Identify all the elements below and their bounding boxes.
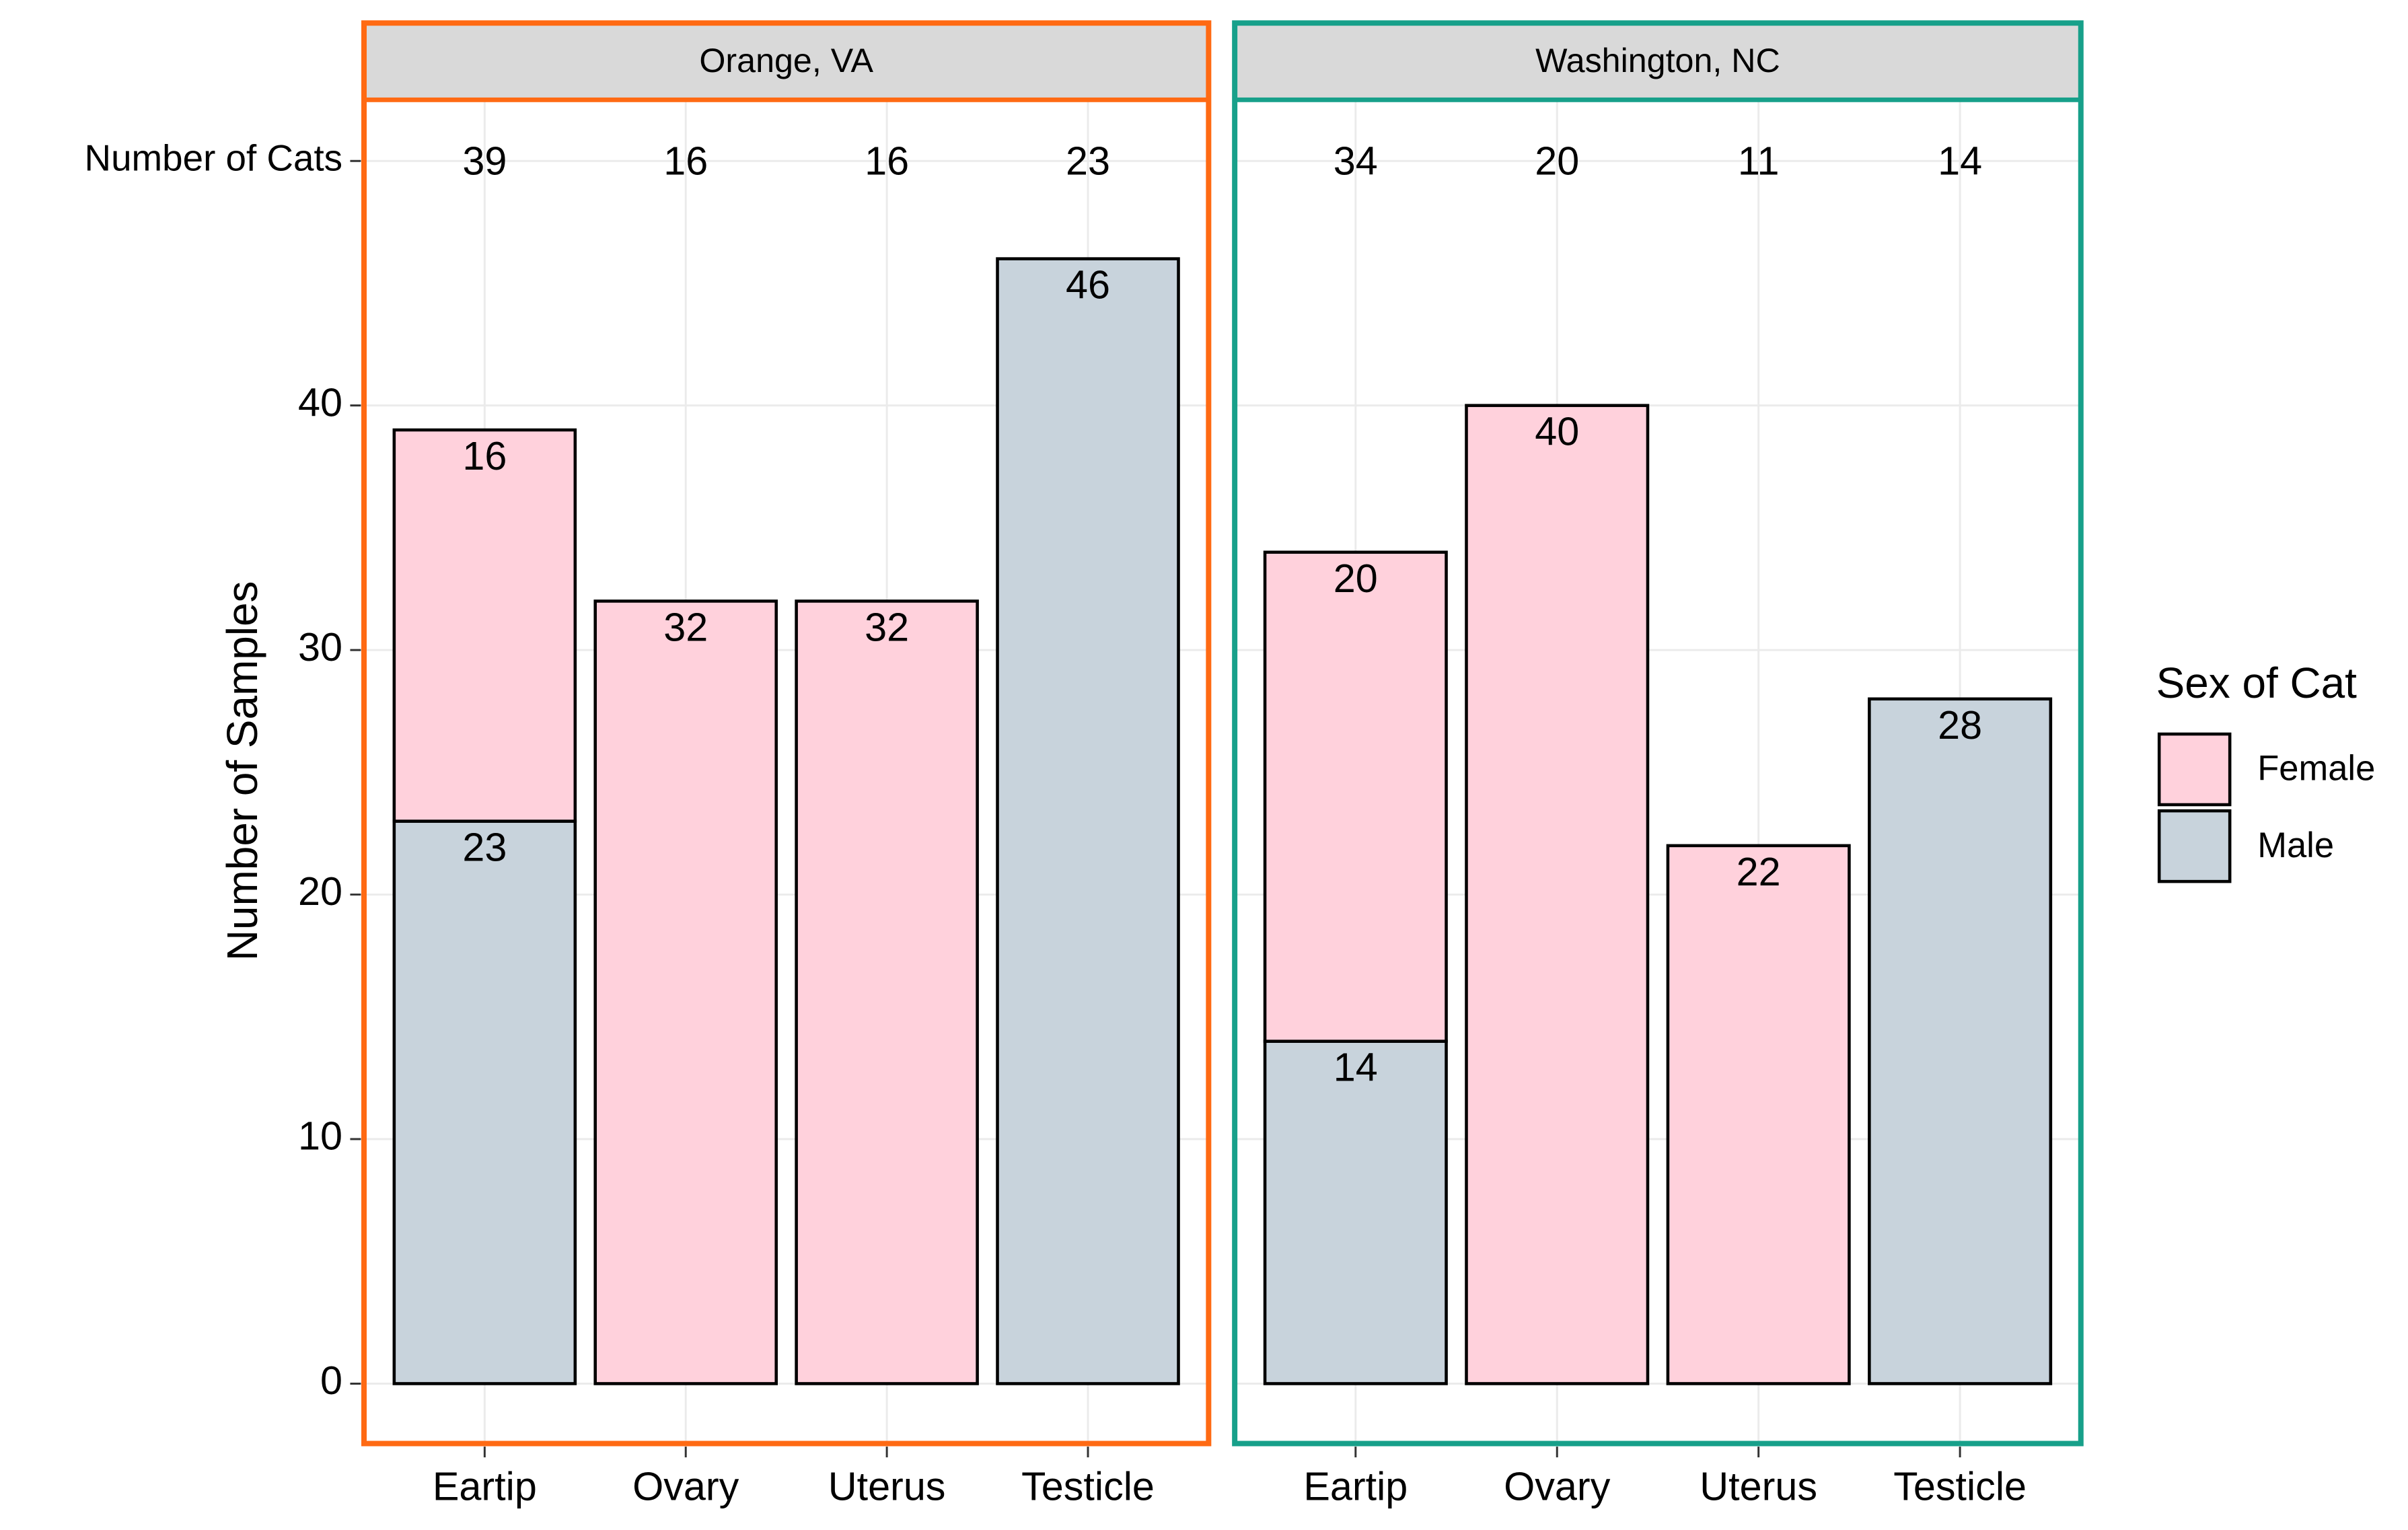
bar-segment	[1465, 404, 1650, 1385]
value-label: 32	[865, 604, 909, 649]
y-axis-label: Number of Samples	[218, 581, 266, 961]
value-label: 23	[462, 825, 507, 870]
bar-segment	[392, 428, 577, 823]
value-label: 46	[1066, 262, 1110, 307]
facet-frame	[1232, 20, 2084, 1447]
y-tick-label: 20	[298, 869, 342, 914]
bar-segment	[1263, 1040, 1448, 1385]
x-tick-label: Testicle	[1021, 1464, 1155, 1509]
facet-label: Washington, NC	[1535, 42, 1780, 79]
value-label: 40	[1535, 409, 1579, 454]
cat-count: 39	[462, 138, 507, 183]
facet-frame	[361, 20, 1212, 1447]
cat-count: 20	[1535, 138, 1579, 183]
bar-segment	[1666, 844, 1851, 1385]
y-tick-label: 0	[320, 1358, 342, 1403]
y-tick-label: 30	[298, 624, 342, 669]
facet-label: Orange, VA	[699, 42, 873, 79]
value-label: 28	[1938, 702, 1982, 748]
cat-count: 16	[663, 138, 708, 183]
legend-key	[2157, 809, 2232, 883]
value-label: 16	[462, 433, 507, 478]
legend-title: Sex of Cat	[2156, 659, 2358, 707]
y-tick-label: 40	[298, 379, 342, 425]
legend-key	[2157, 732, 2232, 807]
bar-segment	[392, 819, 577, 1385]
cat-count: 14	[1938, 138, 1982, 183]
bar-segment	[593, 599, 778, 1385]
legend-label: Female	[2257, 749, 2375, 789]
x-tick-label: Eartip	[1303, 1464, 1408, 1509]
cat-count: 11	[1738, 138, 1780, 183]
y-tick-label: 10	[298, 1114, 342, 1159]
x-tick-label: Uterus	[828, 1464, 946, 1509]
bar-segment	[996, 257, 1180, 1385]
cat-count: 34	[1334, 138, 1378, 183]
bar-segment	[1868, 697, 2053, 1385]
x-tick-label: Testicle	[1893, 1464, 2027, 1509]
x-tick-label: Ovary	[632, 1464, 739, 1509]
value-label: 32	[663, 604, 708, 649]
x-tick-label: Uterus	[1700, 1464, 1817, 1509]
legend-label: Male	[2257, 826, 2334, 865]
cat-count: 23	[1066, 138, 1110, 183]
cat-count: 16	[865, 138, 909, 183]
value-label: 20	[1334, 556, 1378, 601]
x-tick-label: Eartip	[433, 1464, 537, 1509]
bar-segment	[1263, 550, 1448, 1043]
bar-segment	[795, 599, 979, 1385]
x-tick-label: Ovary	[1504, 1464, 1611, 1509]
value-label: 22	[1737, 849, 1781, 894]
value-label: 14	[1334, 1045, 1378, 1090]
y-tick-label: Number of Cats	[85, 137, 342, 179]
